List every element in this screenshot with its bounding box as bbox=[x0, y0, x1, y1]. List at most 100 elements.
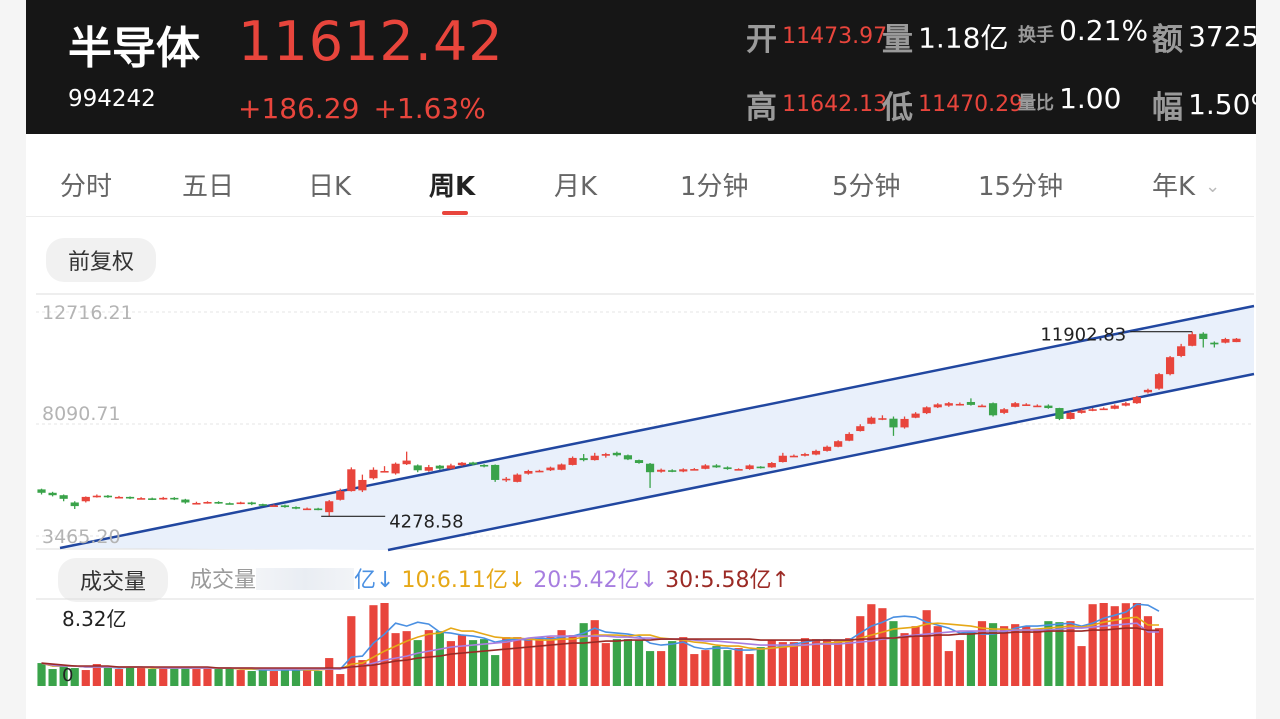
candle-body bbox=[1088, 409, 1097, 411]
high-label: 高 bbox=[746, 90, 777, 126]
volume-bar bbox=[1132, 603, 1141, 686]
candle-body bbox=[491, 464, 500, 480]
candle-body bbox=[247, 502, 256, 505]
candle-body bbox=[756, 466, 765, 469]
candle bbox=[468, 461, 478, 466]
candle bbox=[988, 402, 998, 417]
candle-body bbox=[1221, 339, 1230, 343]
candle bbox=[590, 452, 599, 461]
candle bbox=[1099, 407, 1108, 411]
volume-bar bbox=[623, 639, 633, 686]
volume-bar bbox=[756, 647, 765, 686]
candle-body bbox=[1044, 405, 1053, 409]
volume-bar bbox=[878, 608, 887, 686]
blurred-region bbox=[256, 568, 355, 590]
candle-body bbox=[623, 455, 633, 460]
candle bbox=[933, 403, 942, 409]
volume-bar bbox=[834, 641, 843, 686]
candle-body bbox=[1199, 333, 1208, 340]
stat-volume: 量 1.18亿 bbox=[882, 14, 1008, 59]
candle bbox=[148, 497, 157, 501]
candle bbox=[922, 406, 931, 415]
candle bbox=[369, 467, 378, 480]
candle-body bbox=[612, 452, 621, 456]
tab-daily-k[interactable]: 日K bbox=[308, 172, 352, 202]
candle bbox=[81, 496, 90, 503]
candle-body bbox=[1022, 404, 1031, 407]
candle bbox=[491, 464, 500, 482]
volume-bar bbox=[701, 650, 710, 686]
amplitude-value: 1.50% bbox=[1188, 88, 1256, 121]
candle bbox=[103, 494, 113, 498]
tab-yearly-k[interactable]: 年K ⌄ bbox=[1152, 166, 1220, 203]
candle bbox=[70, 501, 79, 510]
volume-bar bbox=[535, 638, 544, 686]
volume-bar bbox=[1110, 606, 1119, 686]
volume-bar bbox=[1121, 603, 1130, 686]
stat-amount: 额 3725 bbox=[1152, 14, 1256, 59]
candle bbox=[734, 468, 743, 471]
candle-body bbox=[579, 458, 588, 461]
tab-1-minute[interactable]: 1分钟 bbox=[680, 172, 749, 202]
candle-body bbox=[535, 470, 544, 473]
tab-monthly-k[interactable]: 月K bbox=[554, 172, 598, 202]
candle bbox=[546, 466, 555, 471]
tab-5-minute[interactable]: 5分钟 bbox=[832, 172, 901, 202]
candle-body bbox=[170, 497, 179, 500]
volume-bar bbox=[944, 651, 953, 686]
candle-body bbox=[369, 469, 378, 479]
candle bbox=[513, 473, 522, 483]
volume-bar bbox=[114, 669, 124, 686]
low-label: 低 bbox=[882, 90, 913, 126]
volume-indicator-button[interactable]: 成交量 bbox=[58, 558, 169, 602]
candle-body bbox=[59, 495, 68, 499]
volume-bar bbox=[734, 648, 743, 686]
volume-bar bbox=[546, 637, 555, 686]
active-tab-indicator bbox=[442, 211, 468, 215]
candle-body bbox=[789, 455, 798, 458]
volume-bar bbox=[214, 669, 223, 686]
candle-body bbox=[480, 464, 489, 467]
volume-bar bbox=[845, 638, 854, 686]
candle-body bbox=[933, 404, 942, 408]
tab-15-minute[interactable]: 15分钟 bbox=[978, 172, 1064, 202]
candle-body bbox=[822, 446, 832, 451]
adjust-button[interactable]: 前复权 bbox=[46, 238, 157, 282]
tab-five-day[interactable]: 五日 bbox=[182, 172, 235, 202]
tab-intraday[interactable]: 分时 bbox=[60, 172, 113, 202]
candle bbox=[889, 416, 898, 436]
volume-legend-prefix: 成交量 bbox=[190, 568, 257, 593]
candle bbox=[767, 462, 776, 468]
quote-header: 半导体 11612.42 994242 +186.29 +1.63% 开 1147… bbox=[26, 0, 1256, 134]
candle bbox=[247, 501, 256, 506]
volume-bar bbox=[867, 604, 876, 686]
tab-yearly-k-label: 年K bbox=[1152, 172, 1196, 202]
volume-bar bbox=[1022, 626, 1031, 686]
volume-bar bbox=[634, 640, 644, 686]
tab-weekly-k[interactable]: 周K bbox=[429, 172, 476, 202]
candle-body bbox=[70, 502, 79, 507]
candle-body bbox=[1232, 338, 1241, 343]
ma30-line bbox=[41, 627, 1159, 669]
candle-body bbox=[1143, 389, 1153, 393]
amplitude-label: 幅 bbox=[1152, 90, 1183, 126]
volume-bar bbox=[137, 668, 146, 686]
volume-bar bbox=[369, 605, 378, 686]
volume-bar bbox=[911, 626, 920, 686]
candle bbox=[1110, 404, 1119, 410]
volume-bar bbox=[480, 639, 489, 686]
volume-bar bbox=[302, 669, 312, 686]
candle-body bbox=[258, 504, 267, 506]
volume-bar bbox=[48, 669, 57, 686]
candle-body bbox=[1121, 403, 1130, 406]
period-tabs: 分时 五日 日K 周K 月K 1分钟 5分钟 15分钟 年K ⌄ bbox=[26, 148, 1254, 217]
candle bbox=[845, 432, 854, 442]
candle-body bbox=[468, 462, 478, 465]
volume-bar bbox=[325, 658, 334, 686]
candle bbox=[1121, 401, 1130, 407]
volume-bar bbox=[933, 626, 942, 686]
volume-bar bbox=[435, 631, 444, 686]
candle bbox=[524, 469, 533, 475]
candle-body bbox=[125, 496, 135, 499]
